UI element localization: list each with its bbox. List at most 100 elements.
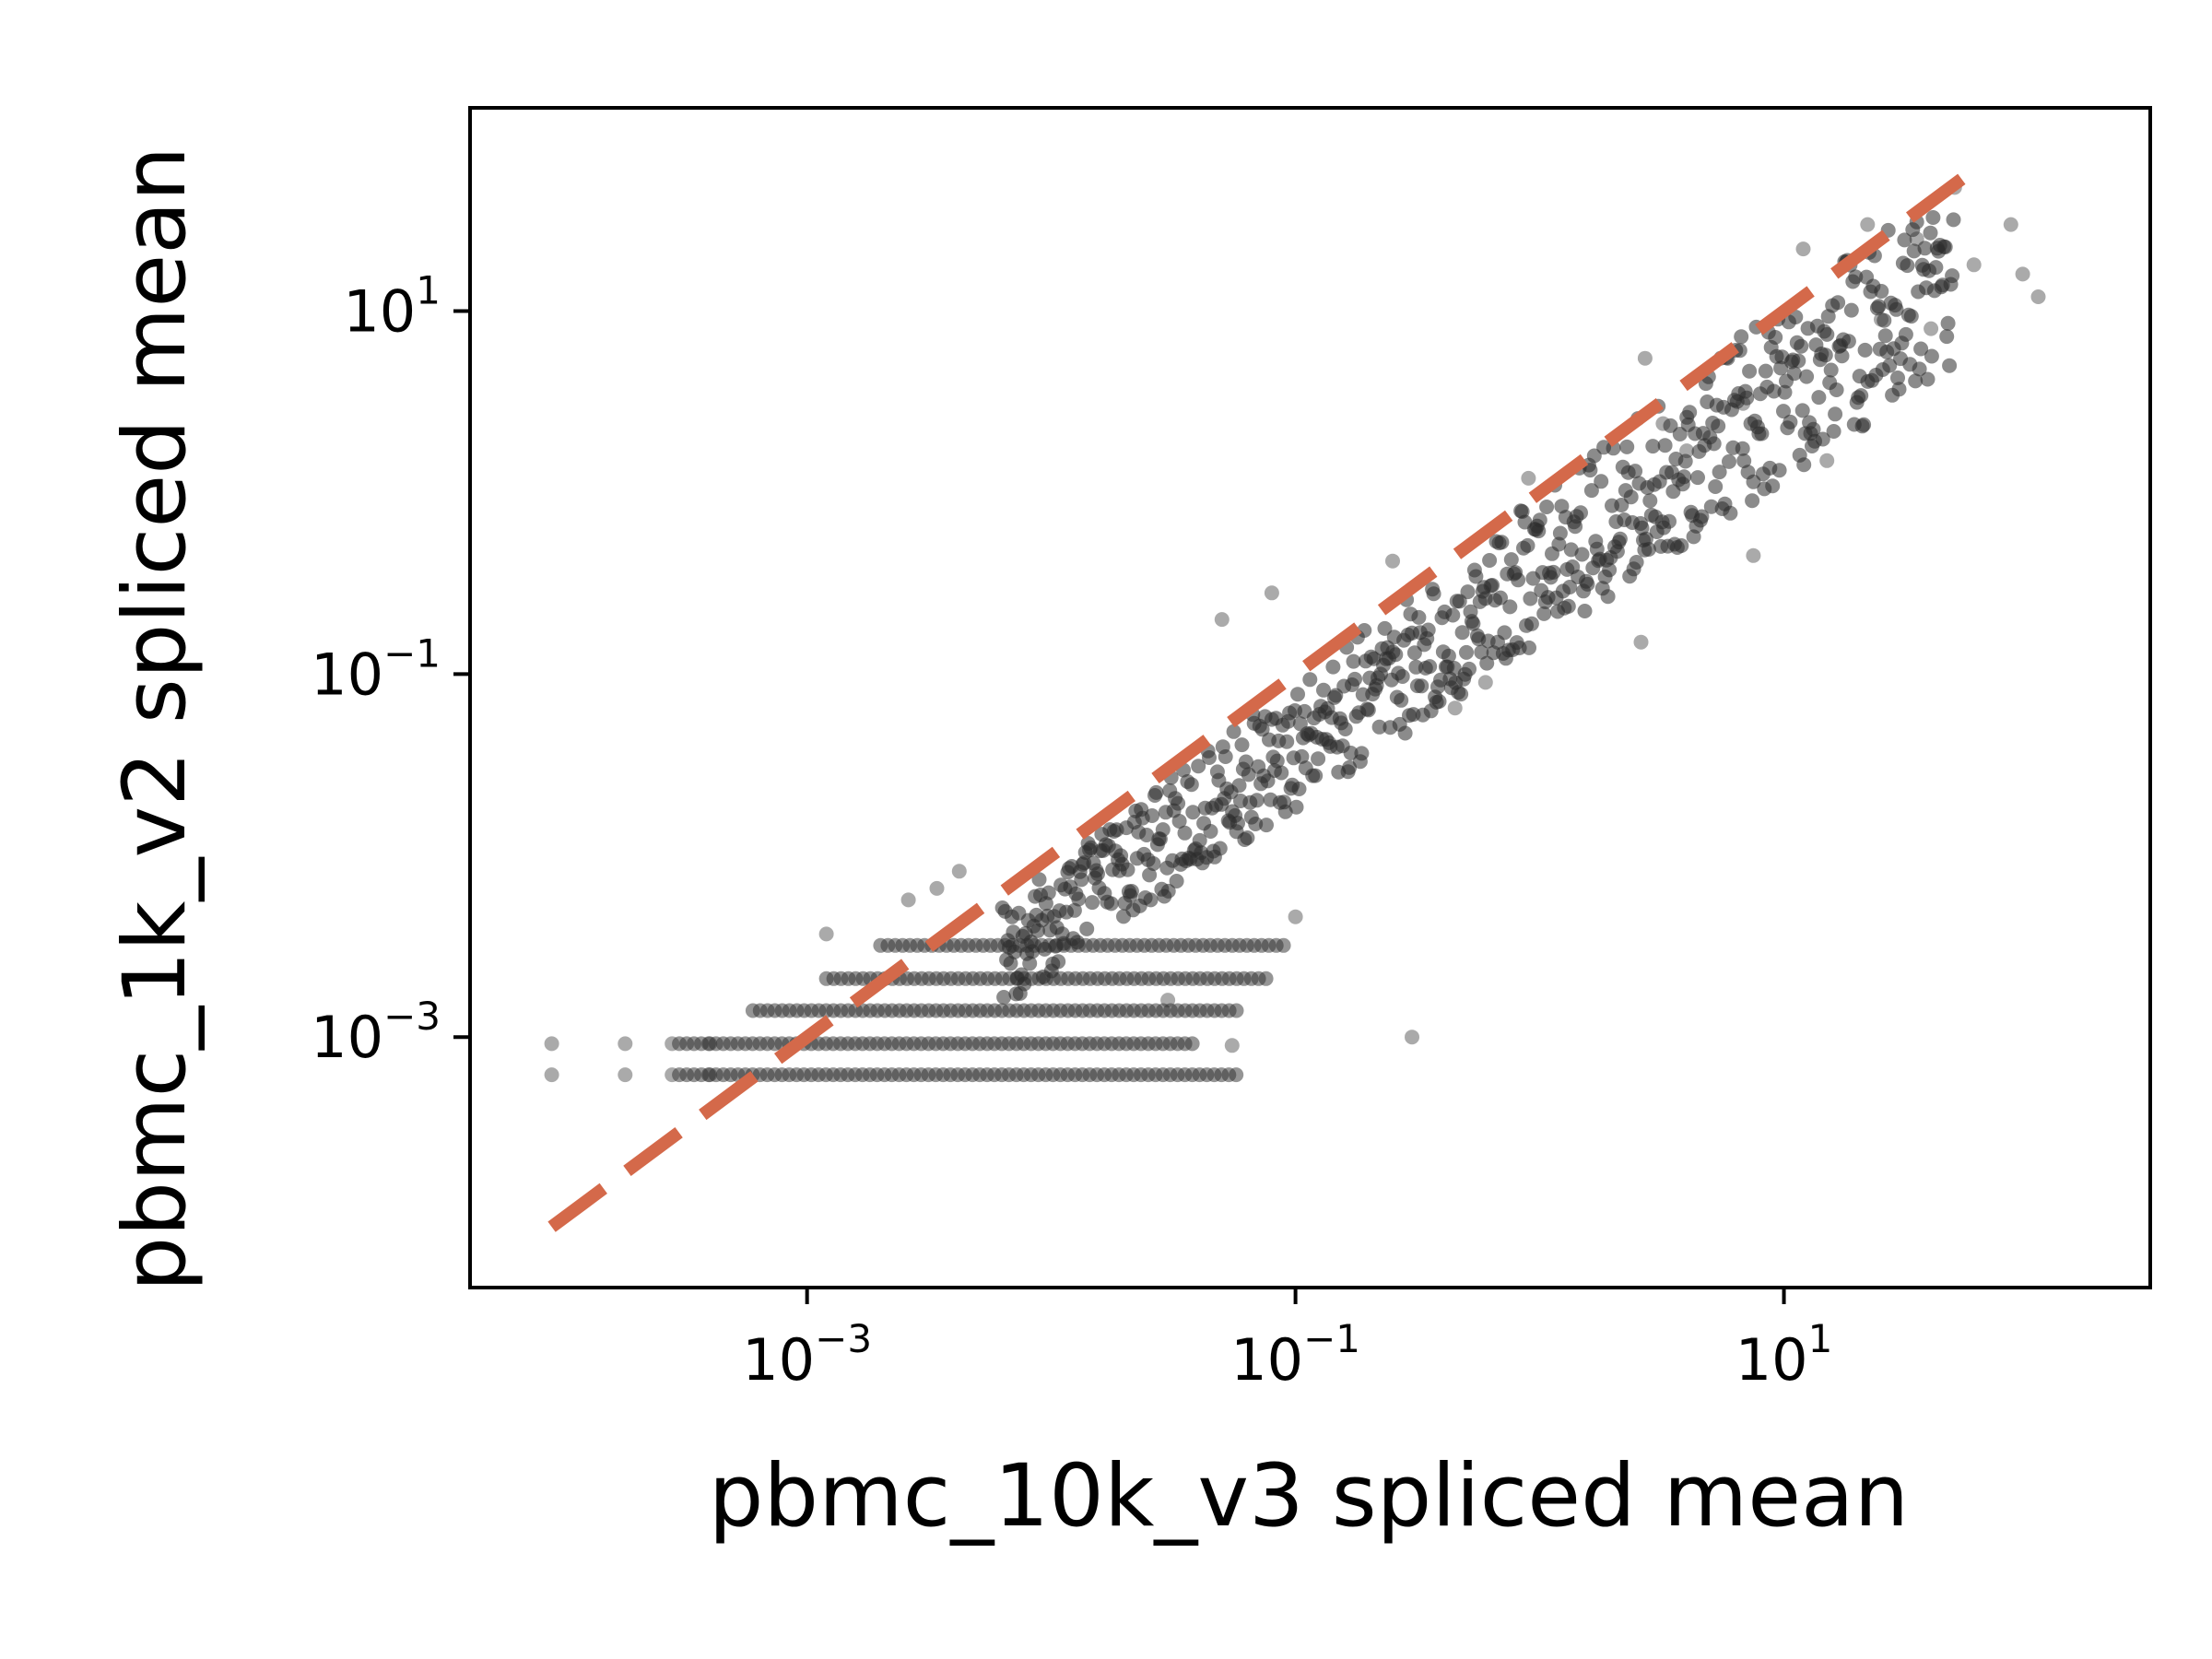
data-point [1633, 634, 1649, 650]
data-point [1830, 295, 1846, 311]
x-axis-ticks: 10−3 10−1 101 [742, 1288, 1832, 1394]
data-point [1966, 257, 1982, 273]
data-point [1377, 620, 1393, 636]
scatter-points [544, 180, 2046, 1083]
data-point [1503, 552, 1519, 568]
data-point [1453, 687, 1469, 702]
data-point [1325, 659, 1341, 675]
x-tick-label: 101 [1735, 1316, 1833, 1394]
data-point [1536, 606, 1552, 621]
data-point [1794, 403, 1810, 418]
data-point [1562, 580, 1578, 594]
data-point [1924, 321, 1939, 336]
data-point [1346, 653, 1361, 669]
data-point [1811, 390, 1827, 406]
data-point [1874, 284, 1889, 299]
data-point [1708, 479, 1724, 494]
data-point [818, 926, 834, 942]
data-point [1459, 644, 1474, 660]
data-point [1460, 584, 1476, 600]
data-point [1580, 576, 1595, 592]
data-point [1736, 453, 1752, 468]
data-point [1259, 818, 1274, 833]
data-point [1628, 464, 1643, 479]
data-point [1834, 348, 1850, 364]
data-point [1841, 334, 1856, 349]
data-point [1342, 759, 1358, 775]
data-point [1641, 542, 1656, 557]
data-point [1066, 902, 1082, 918]
data-point [1722, 453, 1736, 469]
data-point [1573, 505, 1588, 521]
data-point [544, 1067, 559, 1083]
data-point [1465, 616, 1481, 631]
data-point [1917, 241, 1933, 256]
data-point [1411, 609, 1427, 625]
data-point [1230, 816, 1245, 831]
data-point [1766, 383, 1782, 399]
x-axis-label: pbmc_10k_v3 spliced mean [709, 1446, 1909, 1547]
data-point [1539, 500, 1555, 514]
data-point [1254, 722, 1270, 737]
data-point [1856, 417, 1872, 432]
data-point [1758, 363, 1773, 379]
y-tick-label: 101 [343, 268, 441, 346]
data-point [1497, 625, 1512, 641]
data-point [1462, 661, 1477, 677]
data-point [1291, 782, 1307, 796]
data-point [1191, 759, 1206, 774]
data-point [1347, 671, 1362, 687]
y-axis-label: pbmc_1k_v2 spliced mean [105, 147, 206, 1292]
data-point [1600, 589, 1616, 605]
data-point [1912, 361, 1927, 377]
data-point [1897, 232, 1912, 248]
data-point [1723, 505, 1738, 521]
data-point [1124, 884, 1139, 899]
data-point [1143, 892, 1159, 908]
data-point [1479, 655, 1495, 671]
data-point [1274, 765, 1289, 781]
data-point [1612, 531, 1628, 547]
data-point [1290, 687, 1305, 702]
data-point [1694, 509, 1710, 524]
data-point [2003, 217, 2018, 232]
y-axis-ticks: 10−3 10−1 101 [311, 268, 470, 1071]
data-point [1148, 784, 1164, 800]
data-point [1308, 768, 1324, 783]
data-point [1276, 937, 1291, 953]
data-point [1629, 555, 1644, 570]
data-point [1041, 885, 1056, 900]
data-point [1022, 956, 1038, 971]
data-point [1583, 483, 1599, 499]
data-point [1074, 872, 1089, 888]
data-point [618, 1036, 633, 1052]
data-point [1523, 591, 1538, 606]
data-point [1877, 312, 1892, 328]
data-point [1354, 746, 1370, 761]
data-point [1406, 645, 1422, 661]
data-point [1051, 954, 1066, 970]
data-point [1754, 426, 1770, 441]
data-point [1552, 525, 1568, 541]
data-point [1202, 750, 1217, 765]
data-point [1249, 793, 1265, 808]
data-point [1258, 971, 1274, 986]
data-point [1843, 302, 1859, 318]
data-point [1171, 814, 1187, 829]
data-point [1185, 805, 1201, 820]
data-point [1214, 612, 1230, 628]
data-point [1531, 524, 1547, 539]
data-point [1183, 777, 1199, 793]
data-point [1279, 734, 1295, 749]
data-point [1771, 463, 1787, 478]
data-point [951, 864, 967, 879]
data-point [1192, 832, 1207, 848]
data-point [1746, 547, 1761, 563]
data-point [1742, 363, 1758, 379]
data-point [1264, 585, 1279, 601]
data-point [1794, 338, 1809, 354]
data-point [1642, 493, 1658, 509]
data-point [1602, 562, 1618, 578]
data-point [1477, 675, 1493, 690]
